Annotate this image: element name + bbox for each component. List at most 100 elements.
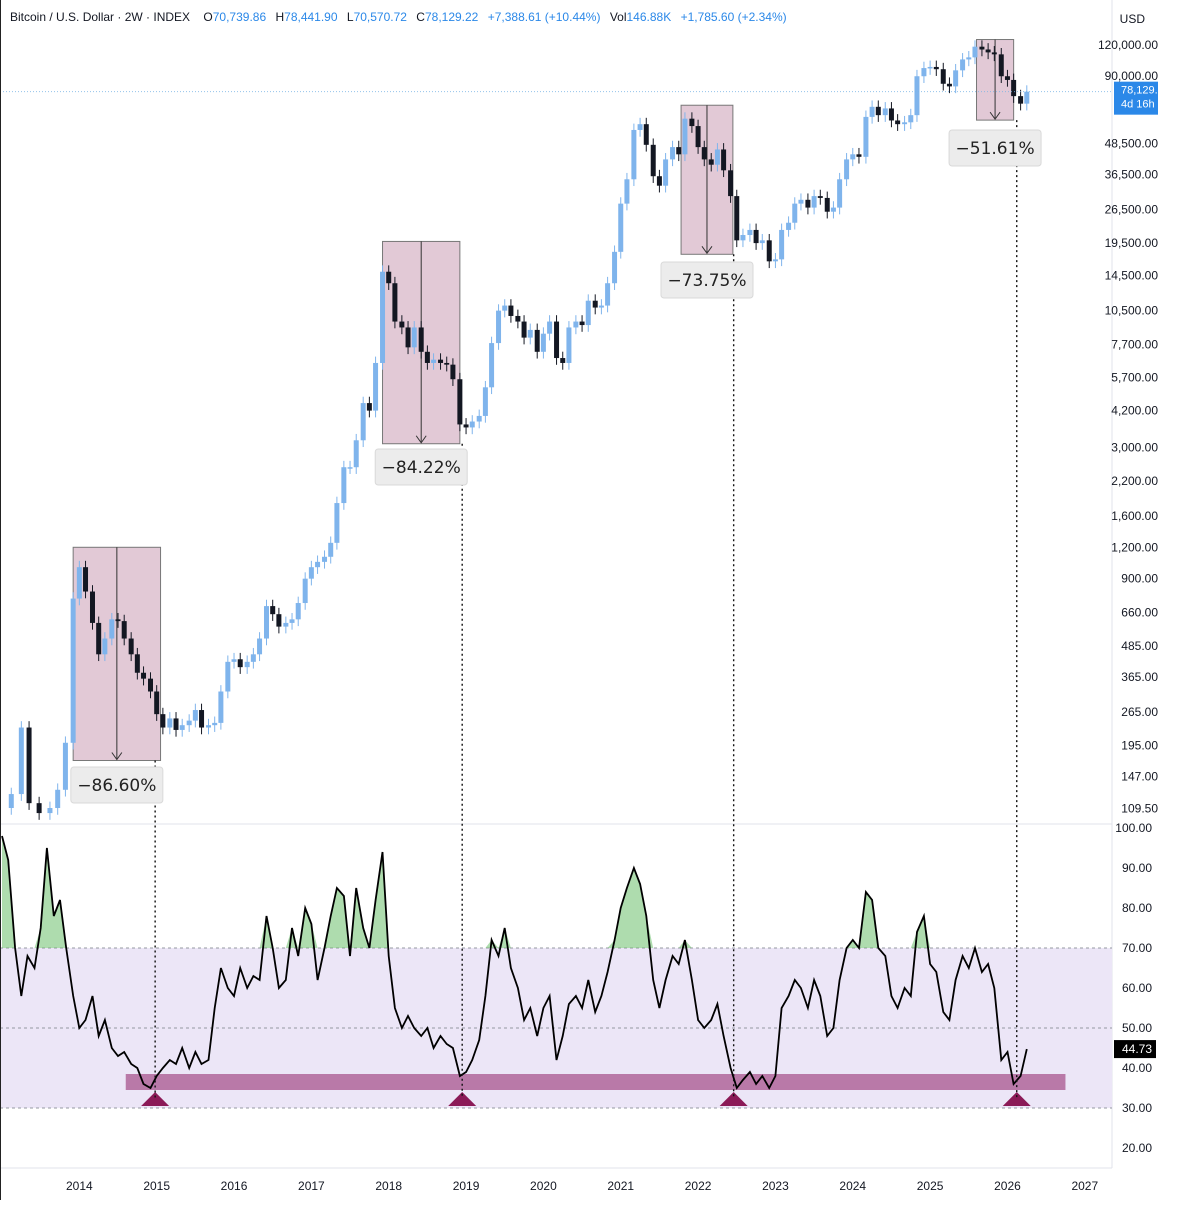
rsi-tick-label: 40.00 (1122, 1061, 1152, 1075)
low-value: 70,570.72 (353, 10, 407, 24)
candle-body (167, 718, 173, 728)
candle-body (121, 621, 127, 639)
candle-body (566, 327, 572, 363)
candle-body (450, 364, 456, 380)
rsi-tick-label: 60.00 (1122, 981, 1152, 995)
candle-body (753, 229, 759, 244)
time-tick-label: 2024 (839, 1179, 866, 1193)
candle-body (682, 118, 688, 155)
candle-body (373, 362, 379, 411)
candle-body (875, 106, 881, 116)
candle-body (670, 147, 676, 160)
candle-body (199, 710, 205, 728)
candle-body (612, 251, 618, 284)
high-label: H (275, 10, 285, 24)
candle-body (933, 66, 939, 70)
candle-body (250, 654, 256, 662)
price-tick-label: 3,000.00 (1111, 440, 1158, 454)
candle-body (295, 603, 301, 620)
price-tick-label: 265.00 (1121, 705, 1158, 719)
symbol-name[interactable]: Bitcoin / U.S. Dollar · 2W · INDEX (10, 10, 191, 24)
candle-body (605, 283, 611, 306)
candle-body (308, 567, 314, 579)
candle-body (908, 115, 914, 123)
candle-body (302, 578, 308, 604)
rsi-tick-label: 100.00 (1115, 821, 1152, 835)
candle-body (405, 327, 411, 348)
time-tick-label: 2018 (375, 1179, 402, 1193)
price-tick-label: 7,700.00 (1111, 337, 1158, 351)
candle-body (315, 561, 321, 568)
volume-label: Vol (609, 10, 627, 24)
candle-body (953, 70, 959, 87)
candle-body (643, 124, 649, 145)
bar-countdown: 4d 16h (1121, 99, 1155, 111)
candle-body (1011, 79, 1017, 97)
price-tick-label: 485.00 (1121, 639, 1158, 653)
candle-body (779, 229, 785, 260)
candle-body (811, 196, 817, 208)
rsi-tick-label: 70.00 (1122, 941, 1152, 955)
time-tick-label: 2021 (607, 1179, 634, 1193)
time-tick-label: 2020 (530, 1179, 557, 1193)
candle-body (579, 321, 585, 326)
pivot-marker (448, 1092, 477, 1106)
candle-body (347, 467, 353, 469)
price-tick-label: 14,500.00 (1105, 268, 1159, 282)
rsi-value: 44.73 (1122, 1042, 1152, 1056)
rsi-tick-label: 30.00 (1122, 1101, 1152, 1115)
candle-body (708, 159, 714, 165)
candle-body (817, 196, 823, 198)
rsi-support-band (125, 1074, 1066, 1090)
current-price-tag (1114, 81, 1158, 115)
drawdown-arrowhead (415, 435, 427, 444)
candle-body (979, 46, 985, 50)
candle-body (882, 108, 888, 116)
candle-body (656, 176, 662, 186)
candle-body (554, 321, 560, 359)
candle-body (489, 343, 495, 388)
candle-body (70, 598, 76, 743)
drawdown-label-box (948, 129, 1042, 167)
candle-body (560, 358, 566, 363)
price-tick-label: 195.00 (1121, 739, 1158, 753)
drawdown-arrowhead (989, 111, 1001, 120)
price-tick-label: 365.00 (1121, 670, 1158, 684)
high-value: 78,441.90 (284, 10, 338, 24)
candle-body (805, 199, 811, 208)
candle-body (1018, 96, 1024, 104)
candle-body (734, 196, 740, 241)
candle-body (515, 315, 521, 322)
candle-body (424, 351, 430, 363)
candle-body (766, 240, 772, 262)
currency-label[interactable]: USD (1119, 12, 1145, 26)
candle-body (8, 794, 14, 809)
candle-body (676, 147, 682, 155)
candle-body (772, 259, 778, 262)
price-tick-label: 10,500.00 (1105, 304, 1159, 318)
pivot-marker (141, 1092, 170, 1106)
candle-body (47, 808, 53, 814)
low-label: L (346, 10, 354, 24)
candle-body (334, 503, 340, 543)
candle-body (972, 46, 978, 58)
price-tick-label: 4,200.00 (1111, 404, 1158, 418)
candle-body (411, 327, 417, 348)
candle-body (721, 149, 727, 171)
candle-body (444, 362, 450, 365)
candle-body (856, 154, 862, 157)
candle-body (26, 727, 32, 804)
candle-body (663, 159, 669, 186)
candle-body (759, 240, 765, 244)
candle-body (36, 803, 42, 814)
candle-body (534, 329, 540, 352)
pivot-marker (719, 1092, 748, 1106)
candle-body (225, 661, 231, 692)
drawdown-arrowhead (701, 245, 713, 255)
time-tick-label: 2015 (143, 1179, 170, 1193)
rsi-tick-label: 20.00 (1122, 1141, 1152, 1155)
candle-body (244, 661, 250, 668)
candle-body (830, 207, 836, 212)
